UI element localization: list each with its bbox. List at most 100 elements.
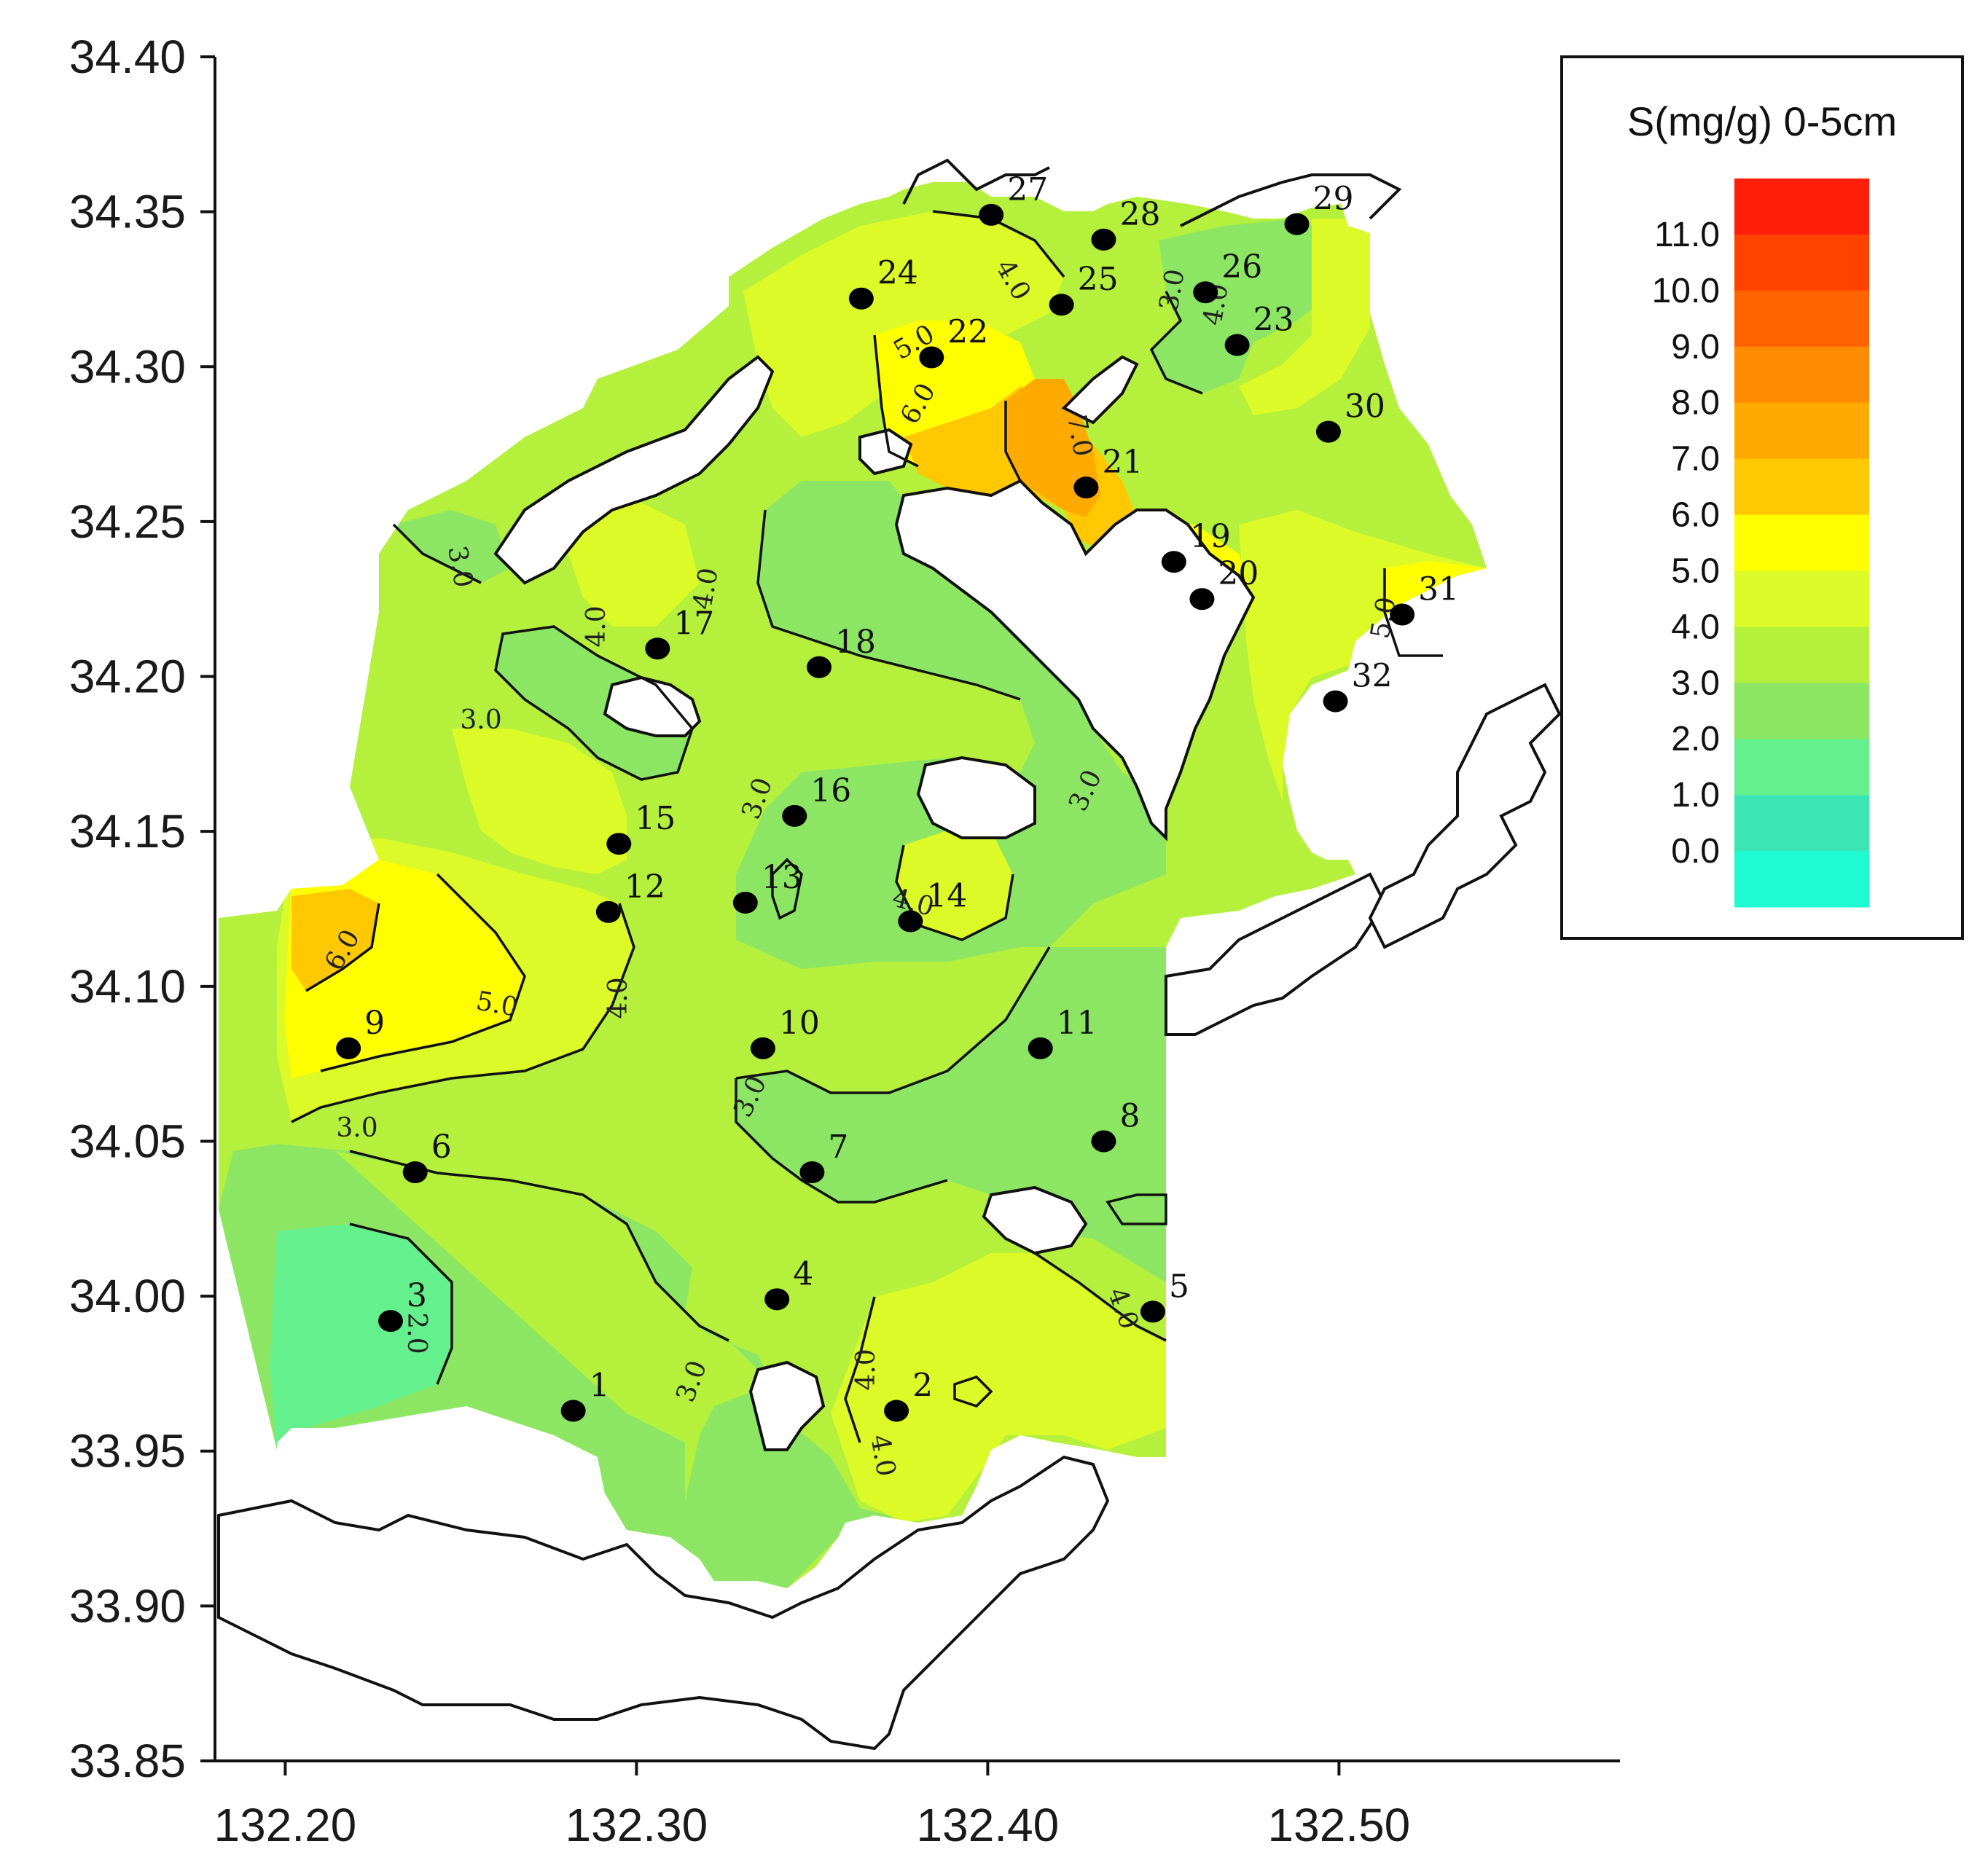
land-east-mainland [894,479,1256,841]
station-marker [336,1037,361,1059]
land-south-island [982,1185,1088,1255]
legend-label: 4.0 [1671,608,1720,646]
station-marker [560,1400,586,1422]
land-far-east [1368,683,1562,949]
y-tick-label: 34.15 [69,805,186,858]
station-marker [750,1037,775,1059]
station-label: 1 [590,1367,610,1404]
station-marker [378,1310,403,1333]
y-tick-label: 34.25 [69,495,186,548]
contour-label: 2.0 [402,1312,431,1354]
legend-swatch [1734,514,1869,571]
contour-label: 4.0 [603,977,633,1019]
station-marker [1028,1037,1053,1059]
contour-label: 7.0 [1061,412,1097,459]
station-marker [979,203,1004,226]
station-marker [1091,228,1116,251]
x-tick-label: 132.50 [1268,1799,1411,1851]
station-marker [799,1161,825,1183]
y-tick-label: 34.00 [69,1270,186,1322]
station-label: 22 [947,314,988,351]
station-label: 12 [625,868,665,906]
coastline [217,158,1562,1751]
land-south-islet [748,1360,826,1451]
legend-colorbar [1734,178,1869,908]
station-marker [807,656,832,678]
station-marker [595,900,621,923]
contour-label-text: 4.0 [864,1432,901,1479]
station-label: 14 [926,878,967,915]
station-marker [1315,420,1341,443]
contour-label-text: 4.0 [688,565,724,612]
station-marker [1323,690,1348,713]
legend-label: 8.0 [1671,384,1720,423]
legend-label: 10.0 [1652,272,1720,310]
contour-label-text: 3.0 [1154,267,1191,313]
station-label: 3 [407,1277,427,1314]
land-small-island-16 [916,756,1036,839]
y-tick-label: 34.40 [69,31,186,83]
station-marker [1284,213,1310,235]
station-marker [764,1288,790,1311]
legend-label: 0.0 [1671,832,1720,871]
contour-label-text: 3.0 [442,543,478,590]
station-label: 13 [762,859,802,896]
station-label: 2 [912,1367,933,1404]
station-label: 31 [1418,570,1459,608]
contour-label-text: 7.0 [1061,412,1097,459]
contour-label-text: 2.0 [402,1312,431,1354]
station-label: 27 [1007,171,1048,208]
station-label: 26 [1221,248,1262,286]
legend-title: S(mg/g) 0-5cm [1627,98,1897,144]
y-tick-label: 34.10 [69,960,186,1013]
station-label: 25 [1078,261,1119,298]
station-label: 23 [1253,302,1294,339]
station-label: 7 [828,1129,848,1166]
contour-label-text: 3.0 [460,705,501,735]
contour-label: 3.0 [460,705,501,735]
contour-label-text: 4.0 [851,1349,881,1390]
station-label: 21 [1102,444,1143,481]
station-marker [1073,476,1099,499]
legend-label: 3.0 [1671,664,1720,702]
station-marker [1189,588,1215,611]
contour-label: 4.0 [688,565,724,612]
station-marker [884,1400,909,1422]
station-marker [645,637,670,660]
station-marker [898,910,923,933]
station-marker [1390,603,1415,626]
station-marker [848,287,874,310]
station-label: 5 [1169,1268,1189,1305]
x-tick-label: 132.20 [214,1799,357,1851]
legend-swatch [1734,683,1869,739]
legend-label: 7.0 [1671,440,1720,479]
legend-swatch [1734,290,1869,348]
y-tick-label: 34.20 [69,651,186,703]
legend: S(mg/g) 0-5cm 11.0 10.0 9.0 8.0 7.0 6.0 5.0 4.0… [1560,55,1964,940]
station-label: 19 [1190,518,1231,555]
y-tick-label: 33.85 [69,1735,186,1787]
contour-label: 4.0 [851,1349,881,1390]
contour-label: 3.0 [1154,267,1191,313]
legend-swatch [1734,851,1869,908]
contour-label: 4.0 [582,605,611,647]
station-label: 20 [1218,555,1259,592]
station-marker [402,1161,428,1183]
station-marker [782,804,807,827]
legend-swatch [1734,795,1869,852]
station-marker [919,346,944,369]
station-label: 24 [877,255,918,292]
legend-label: 6.0 [1671,496,1720,535]
land-north-island [493,355,775,585]
legend-swatch [1734,570,1869,627]
legend-swatch [1734,178,1869,235]
station-label: 16 [810,772,851,809]
station-label: 6 [431,1129,452,1166]
x-tick-label: 132.40 [917,1799,1060,1851]
land-islet-21 [858,428,913,476]
station-label: 29 [1313,181,1354,218]
legend-swatch [1734,627,1869,683]
contour-label-text: 4.0 [582,605,611,647]
